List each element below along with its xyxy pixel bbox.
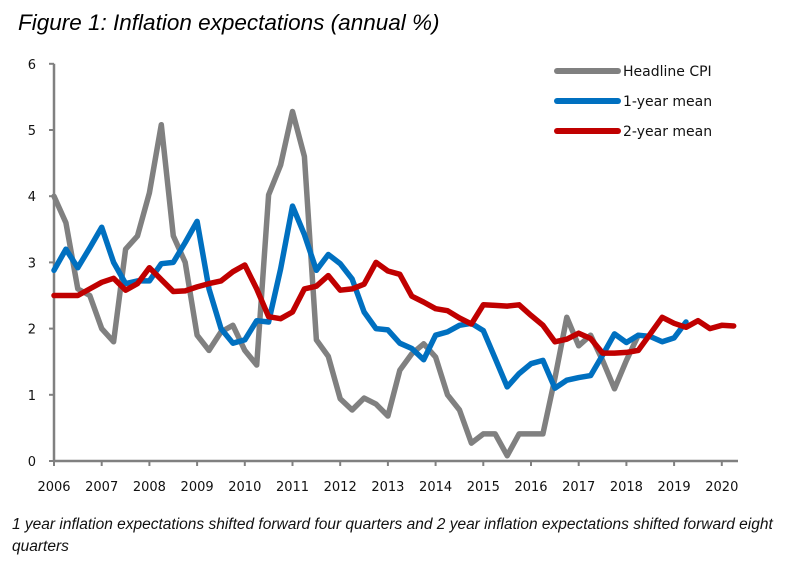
chart-footnote: 1 year inflation expectations shifted fo…	[12, 516, 773, 555]
series-line-headline-cpi	[51, 108, 642, 459]
y-tick-label: 4	[28, 190, 36, 205]
x-tick-label: 2017	[562, 480, 595, 495]
x-tick-label: 2007	[85, 480, 118, 495]
x-tick-label: 2013	[371, 480, 404, 495]
legend: Headline CPI 1-year mean 2-year mean	[554, 64, 712, 140]
x-tick-label: 2014	[419, 480, 452, 495]
y-tick-label: 6	[28, 58, 36, 73]
x-tick-label: 2008	[133, 480, 166, 495]
y-tick-label: 2	[28, 323, 36, 338]
y-tick-label: 5	[28, 124, 36, 139]
chart-title: Figure 1: Inflation expectations (annual…	[18, 10, 440, 35]
x-tick-label: 2018	[610, 480, 643, 495]
series-line-2-year-mean	[51, 259, 737, 356]
legend-label-1-year-mean: 1-year mean	[623, 94, 712, 110]
x-tick-label: 2011	[276, 480, 309, 495]
y-tick-label: 3	[28, 256, 36, 271]
series-line-1-year-mean	[51, 203, 689, 391]
x-tick-label: 2016	[514, 480, 547, 495]
axes: 0 1 2 3 4 5 6 2006 2007 2008 2009 2010 2011 2012 2013 2…	[28, 58, 739, 495]
x-tick-label: 2009	[181, 480, 214, 495]
legend-label-headline-cpi: Headline CPI	[623, 64, 712, 80]
x-tick-label: 2012	[324, 480, 357, 495]
x-tick-label: 2015	[467, 480, 500, 495]
x-tick-label: 2006	[37, 480, 70, 495]
x-tick-label: 2020	[705, 480, 738, 495]
legend-label-2-year-mean: 2-year mean	[623, 124, 712, 140]
x-tick-label: 2010	[228, 480, 261, 495]
y-tick-label: 0	[28, 455, 36, 470]
y-tick-label: 1	[28, 389, 36, 404]
x-tick-label: 2019	[658, 480, 691, 495]
series-lines	[51, 108, 737, 459]
